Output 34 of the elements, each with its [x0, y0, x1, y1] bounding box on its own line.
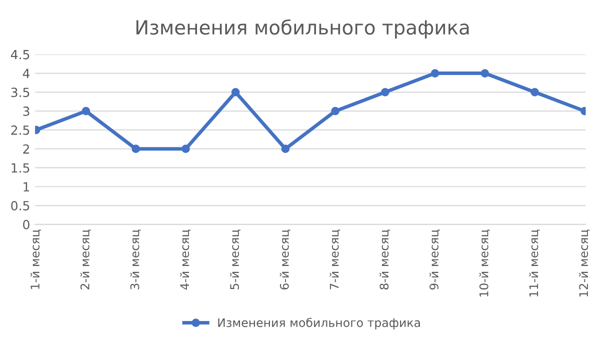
point: [480, 69, 490, 78]
x-tick-label: 2-й месяц: [80, 230, 91, 290]
y-tick-label: 0.5: [11, 200, 30, 210]
y-tick-label: 3: [23, 106, 30, 116]
y-tick-label: 1.5: [12, 163, 30, 173]
point: [231, 88, 240, 96]
x-tick-label: 10-й месяц: [479, 230, 490, 296]
point: [430, 69, 440, 78]
x-tick-label: 6-й месяц: [280, 230, 290, 290]
x-tick-label: 11-й месяц: [529, 230, 540, 296]
chart-title: Изменения мобильного трафика: [136, 19, 469, 38]
y-tick-label: 0: [23, 220, 30, 230]
x-tick-label: 8-й месяц: [380, 230, 390, 290]
point: [381, 88, 390, 96]
point: [331, 106, 340, 116]
point: [82, 106, 90, 116]
y-tick-label: 1: [24, 182, 30, 192]
x-tick-label: 5-й месяц: [230, 230, 240, 290]
x-tick-label: 9-й месяц: [429, 230, 440, 290]
point: [530, 88, 539, 96]
x-tick-label: 1-й месяц: [30, 230, 41, 289]
y-tick-label: 2: [23, 144, 29, 154]
x-tick-label: 12-й месяц: [578, 230, 590, 296]
y-tick-label: 3.5: [11, 88, 30, 98]
x-tick-label: 7-й месяц: [330, 230, 340, 290]
x-tick-label: 4-й месяц: [180, 230, 191, 290]
legend-label: Изменения мобильного трафика: [218, 318, 420, 330]
y-tick-label: 4.5: [10, 50, 30, 60]
y-tick-label: 2.5: [11, 125, 30, 135]
point: [182, 144, 190, 154]
point: [281, 144, 290, 154]
x-tick-label: 3-й месяц: [130, 230, 141, 290]
point: [132, 144, 140, 154]
y-tick-label: 4: [22, 68, 30, 78]
